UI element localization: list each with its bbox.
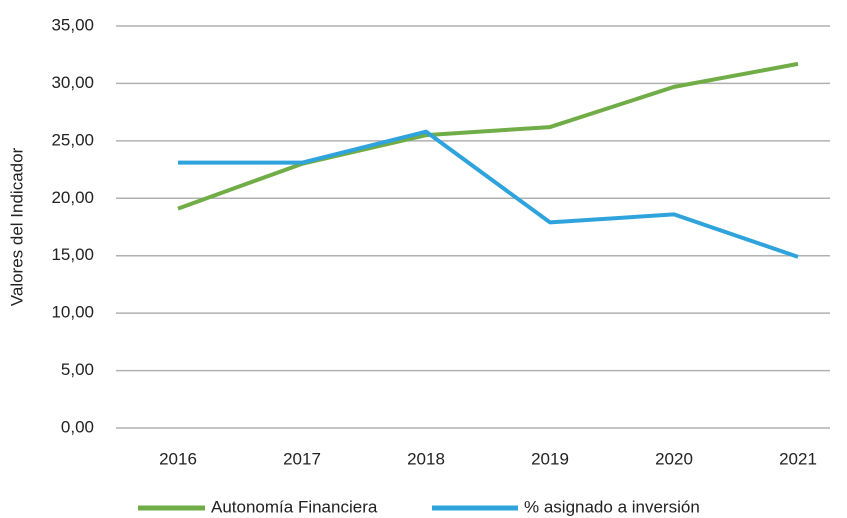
series-line [178, 129, 799, 259]
y-tick-label: 35,00 [51, 15, 94, 34]
x-tick-label: 2020 [655, 449, 693, 468]
y-tick-label: 5,00 [61, 360, 94, 379]
x-tick-label: 2019 [531, 449, 569, 468]
x-tick-label: 2017 [283, 449, 321, 468]
y-tick-label: 0,00 [61, 417, 94, 436]
y-tick-label: 25,00 [51, 130, 94, 149]
legend-label: Autonomía Financiera [211, 497, 378, 516]
series-line [177, 61, 799, 211]
y-tick-label: 20,00 [51, 188, 94, 207]
y-tick-label: 10,00 [51, 303, 94, 322]
x-tick-label: 2018 [407, 449, 445, 468]
y-tick-label: 30,00 [51, 73, 94, 92]
y-tick-label: 15,00 [51, 245, 94, 264]
legend-label: % asignado a inversión [524, 497, 700, 516]
x-tick-label: 2021 [779, 449, 817, 468]
y-axis-label: Valores del Indicador [7, 147, 26, 306]
x-tick-label: 2016 [159, 449, 197, 468]
